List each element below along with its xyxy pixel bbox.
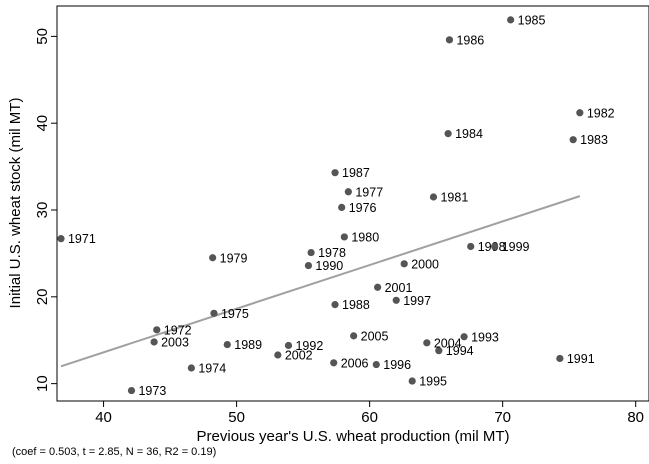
point-label-1971: 1971: [68, 232, 96, 246]
point-label-1990: 1990: [315, 259, 343, 273]
point-label-1986: 1986: [456, 33, 484, 47]
point-label-2004: 2004: [434, 336, 462, 350]
point-label-1981: 1981: [440, 190, 468, 204]
point-1999: [491, 242, 499, 251]
x-tick-label-80: 80: [627, 409, 644, 426]
point-1989: [223, 340, 231, 349]
y-axis-ticks: 10 20 30 40 50: [34, 28, 57, 392]
point-label-1987: 1987: [342, 166, 370, 180]
point-label-1976: 1976: [349, 201, 377, 215]
x-tick-label-60: 60: [361, 409, 378, 426]
point-label-2001: 2001: [385, 281, 413, 295]
y-tick-label-50: 50: [34, 28, 51, 45]
point-label-2000: 2000: [411, 257, 439, 271]
point-1998: [467, 242, 475, 251]
point-label-1974: 1974: [198, 362, 226, 376]
point-1979: [209, 254, 217, 262]
point-2002: [274, 351, 282, 359]
point-label-1991: 1991: [567, 352, 595, 366]
point-label-1997: 1997: [403, 294, 431, 308]
point-label-2003: 2003: [161, 335, 189, 349]
point-label-1996: 1996: [383, 358, 411, 372]
point-label-1977: 1977: [355, 185, 383, 199]
point-label-2005: 2005: [361, 329, 389, 343]
x-tick-label-40: 40: [95, 409, 112, 426]
point-1987: [331, 169, 339, 177]
point-1996: [372, 360, 380, 369]
point-label-1989: 1989: [234, 338, 262, 352]
x-axis-ticks: 40 50 60 70 80: [95, 401, 644, 426]
point-1994: [435, 347, 443, 355]
point-1980: [340, 233, 348, 241]
point-1981: [429, 193, 438, 201]
plot-frame: [56, 5, 649, 402]
y-tick-label-10: 10: [34, 375, 51, 392]
point-label-2006: 2006: [341, 356, 369, 370]
point-label-1983: 1983: [580, 133, 608, 147]
point-2006: [330, 359, 338, 367]
point-label-1973: 1973: [138, 384, 166, 398]
point-1995: [408, 377, 416, 385]
point-1982: [576, 109, 584, 117]
point-label-1995: 1995: [419, 375, 447, 389]
point-2004: [423, 339, 431, 347]
point-1985: [507, 16, 515, 24]
regression-footnote: (coef = 0.503, t = 2.85, N = 36, R2 = 0.…: [12, 446, 217, 458]
point-label-1980: 1980: [351, 230, 379, 244]
y-tick-label-40: 40: [34, 115, 51, 132]
point-label-1999: 1999: [502, 240, 530, 254]
point-label-1975: 1975: [221, 307, 249, 321]
point-1977: [344, 188, 352, 196]
point-label-1979: 1979: [220, 251, 248, 265]
point-2001: [374, 283, 382, 291]
fit-line-layer: [60, 195, 581, 368]
x-tick-label-70: 70: [494, 409, 511, 426]
fit-line: [60, 195, 581, 368]
point-1972: [153, 326, 161, 334]
point-1992: [284, 341, 293, 350]
y-tick-label-20: 20: [34, 288, 51, 305]
point-1971: [57, 235, 65, 243]
point-2000: [400, 260, 408, 268]
data-points: 1971 1972 1973 1974 1975 1976 1977 1978 1979 1980…: [57, 13, 615, 398]
point-label-1985: 1985: [518, 13, 546, 27]
y-axis-label: Initial U.S. wheat stock (mil MT): [7, 98, 24, 309]
point-1974: [187, 364, 195, 372]
y-tick-label-30: 30: [34, 202, 51, 219]
point-1976: [338, 203, 346, 212]
point-label-2002: 2002: [285, 348, 313, 362]
point-2003: [150, 338, 158, 346]
point-1997: [392, 296, 400, 304]
point-1990: [304, 261, 313, 270]
point-1983: [569, 136, 577, 144]
point-label-1978: 1978: [318, 246, 346, 260]
point-label-1972: 1972: [164, 323, 192, 337]
point-1973: [127, 386, 136, 395]
point-1991: [556, 354, 564, 363]
x-tick-label-50: 50: [228, 409, 245, 426]
point-label-1982: 1982: [587, 106, 615, 120]
point-1993: [460, 333, 468, 341]
point-label-1984: 1984: [455, 127, 483, 141]
point-2005: [350, 332, 358, 340]
x-axis-label: Previous year's U.S. wheat production (m…: [197, 428, 510, 445]
point-label-1988: 1988: [342, 298, 370, 312]
point-label-1993: 1993: [471, 330, 499, 344]
point-1975: [210, 309, 218, 317]
point-1988: [331, 301, 339, 309]
point-1986: [445, 36, 454, 44]
point-label-1992: 1992: [295, 339, 323, 353]
point-1984: [444, 130, 452, 138]
point-1978: [307, 248, 315, 257]
point-label-1994: 1994: [446, 344, 474, 358]
